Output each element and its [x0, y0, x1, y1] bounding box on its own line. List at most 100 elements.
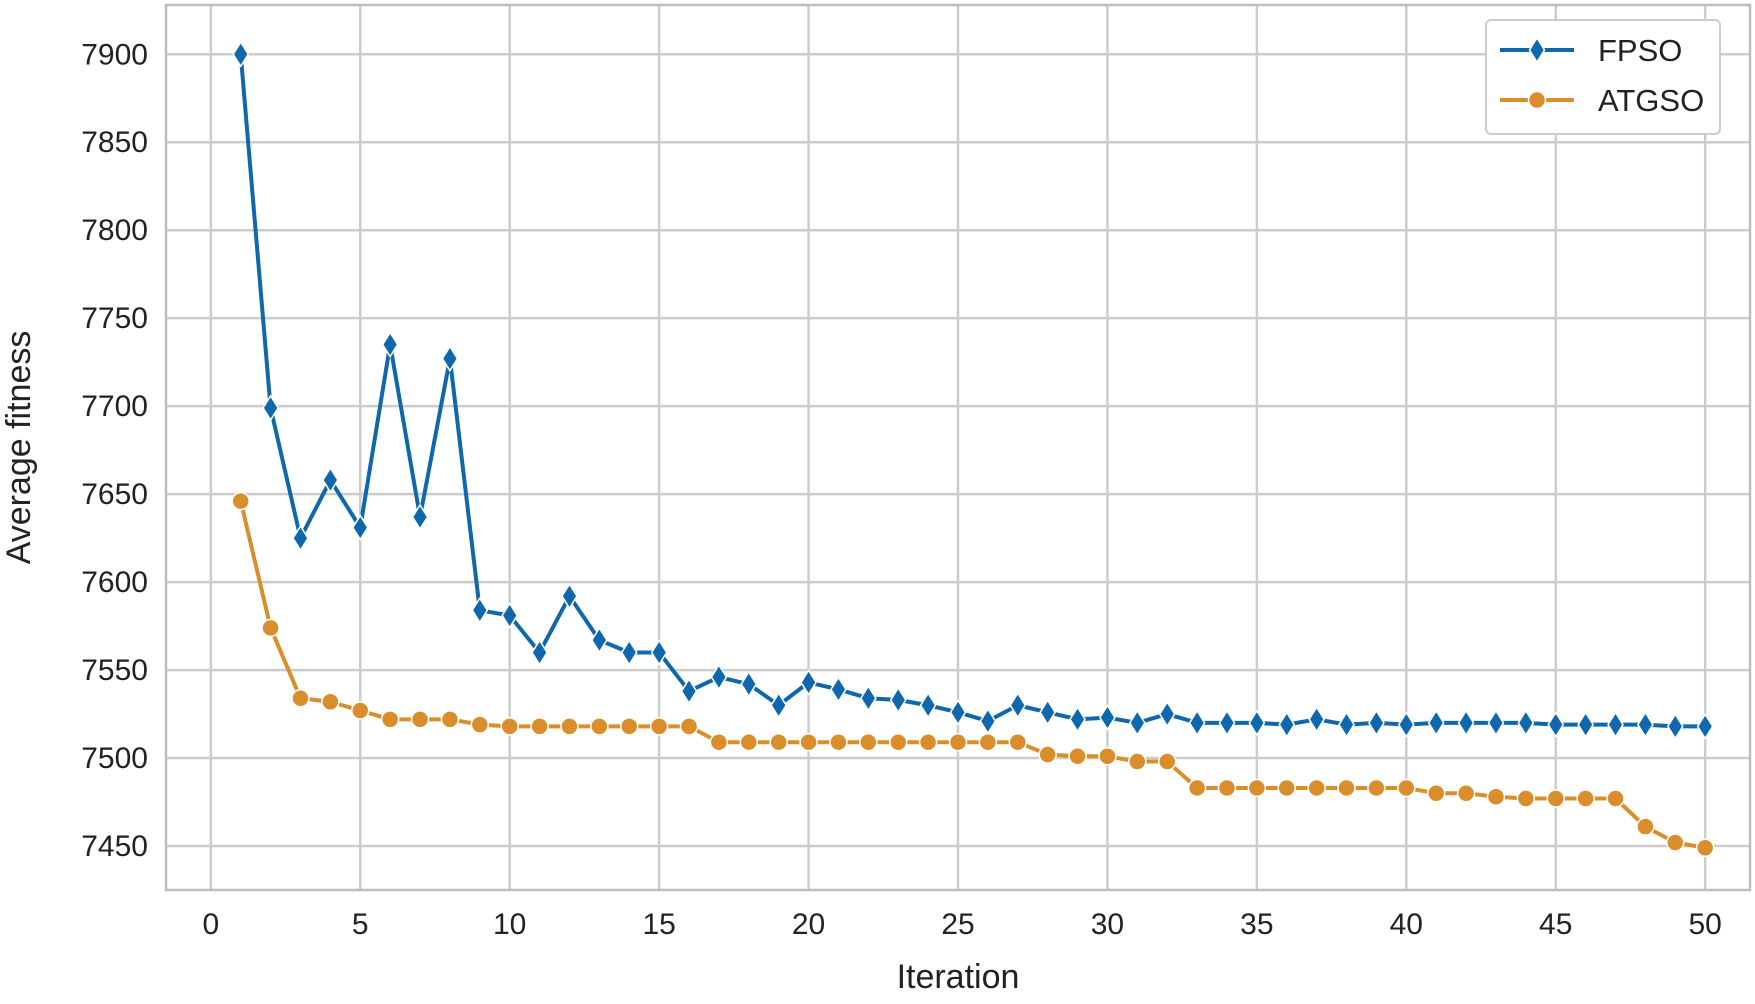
series-atgso — [231, 491, 1715, 858]
series-layer — [231, 40, 1715, 858]
y-tick-label: 7850 — [81, 126, 148, 159]
data-point-atgso — [1576, 789, 1595, 808]
data-point-atgso — [1217, 778, 1237, 798]
data-point-atgso — [590, 717, 609, 736]
data-point-atgso — [231, 491, 250, 511]
data-point-atgso — [649, 717, 669, 736]
data-point-fpso — [889, 686, 907, 714]
data-point-fpso — [1547, 711, 1565, 739]
y-tick-label: 7600 — [81, 566, 148, 599]
y-axis-title: Average fitness — [0, 331, 38, 565]
data-point-fpso — [770, 691, 788, 719]
legend-label-fpso: FPSO — [1598, 33, 1682, 68]
data-point-fpso — [1039, 698, 1057, 726]
data-point-fpso — [381, 331, 399, 358]
data-point-fpso — [979, 707, 997, 735]
data-point-fpso — [1577, 711, 1595, 739]
x-tick-label: 50 — [1688, 908, 1721, 941]
data-point-fpso — [1158, 700, 1176, 728]
data-point-atgso — [709, 732, 729, 752]
data-point-atgso — [1695, 838, 1715, 858]
data-point-atgso — [888, 732, 908, 752]
data-point-atgso — [1098, 747, 1117, 766]
data-point-fpso — [471, 596, 489, 624]
data-point-atgso — [918, 732, 938, 752]
data-point-atgso — [1486, 787, 1506, 806]
legend-entry-fpso: FPSO — [1500, 33, 1682, 68]
data-point-atgso — [948, 732, 968, 752]
data-point-fpso — [1248, 709, 1266, 737]
y-tick-label: 7750 — [81, 302, 148, 335]
data-point-atgso — [1546, 789, 1565, 808]
data-point-fpso — [1607, 711, 1624, 739]
x-tick-label: 25 — [941, 908, 974, 941]
y-tick-label: 7550 — [81, 654, 148, 687]
data-point-fpso — [919, 691, 937, 719]
legend-marker-fpso — [1528, 36, 1546, 64]
data-point-atgso — [769, 732, 788, 752]
data-point-fpso — [710, 663, 728, 691]
y-tick-label: 7500 — [81, 742, 148, 775]
data-point-fpso — [1517, 709, 1535, 737]
data-point-atgso — [500, 717, 519, 736]
data-point-fpso — [292, 524, 309, 552]
x-tick-label: 30 — [1091, 908, 1124, 941]
data-point-fpso — [1099, 704, 1116, 731]
data-point-atgso — [679, 717, 699, 736]
data-point-fpso — [1188, 709, 1206, 737]
data-point-fpso — [1666, 712, 1684, 740]
data-point-fpso — [1457, 709, 1475, 737]
legend-label-atgso: ATGSO — [1598, 83, 1704, 118]
data-point-fpso — [650, 639, 668, 666]
data-point-atgso — [1068, 747, 1087, 766]
x-tick-label: 15 — [642, 908, 675, 941]
data-point-atgso — [619, 717, 639, 736]
data-point-fpso — [232, 40, 250, 68]
y-tick-labels: 7450 7500 7550 7600 7650 7700 7750 7800 7850 7900 — [81, 38, 148, 863]
data-point-atgso — [560, 717, 579, 736]
data-point-atgso — [1426, 783, 1446, 803]
data-point-fpso — [830, 676, 847, 703]
data-point-atgso — [1367, 778, 1386, 798]
data-point-fpso — [1487, 709, 1505, 737]
data-point-fpso — [1427, 709, 1445, 737]
data-point-fpso — [1637, 711, 1654, 739]
x-tick-label: 20 — [792, 908, 825, 941]
data-point-fpso — [1397, 711, 1415, 739]
data-point-fpso — [351, 514, 369, 541]
data-point-atgso — [261, 618, 280, 638]
data-point-fpso — [561, 582, 578, 610]
data-point-atgso — [1516, 789, 1536, 808]
data-point-atgso — [530, 717, 549, 736]
data-point-fpso — [262, 394, 279, 422]
data-point-fpso — [1009, 691, 1027, 719]
x-tick-label: 40 — [1390, 908, 1423, 941]
data-point-atgso — [321, 692, 340, 711]
data-point-fpso — [1308, 705, 1326, 733]
data-point-fpso — [1218, 709, 1236, 737]
x-tick-labels: 0 5 10 15 20 25 30 35 40 45 50 — [202, 908, 1721, 941]
data-point-atgso — [739, 732, 759, 752]
data-point-fpso — [680, 677, 698, 705]
legend-entry-atgso: ATGSO — [1500, 83, 1704, 118]
data-point-fpso — [620, 639, 638, 666]
data-point-atgso — [1307, 778, 1326, 798]
data-point-atgso — [1636, 817, 1655, 836]
data-point-atgso — [1008, 732, 1028, 752]
data-point-atgso — [799, 732, 818, 752]
data-point-atgso — [1666, 833, 1685, 852]
x-tick-label: 45 — [1539, 908, 1572, 941]
data-point-atgso — [1157, 752, 1177, 771]
data-point-atgso — [380, 710, 400, 729]
legend-marker-atgso — [1527, 90, 1547, 110]
grid-lines — [166, 5, 1750, 890]
data-point-fpso — [321, 466, 339, 494]
data-point-atgso — [1277, 778, 1297, 798]
data-point-atgso — [1397, 778, 1416, 798]
data-point-fpso — [1696, 712, 1714, 740]
data-point-atgso — [1038, 745, 1057, 764]
data-point-atgso — [1187, 778, 1207, 798]
data-point-fpso — [800, 668, 817, 696]
data-point-fpso — [1338, 711, 1355, 739]
